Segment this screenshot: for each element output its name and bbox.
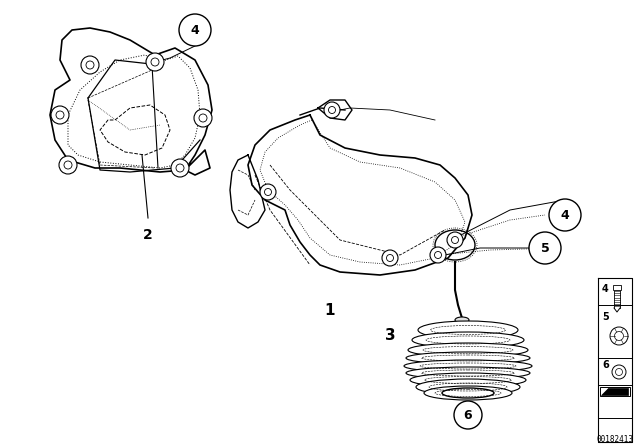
Circle shape <box>51 106 69 124</box>
Text: 6: 6 <box>602 360 609 370</box>
Circle shape <box>194 109 212 127</box>
Circle shape <box>81 56 99 74</box>
Circle shape <box>179 14 211 46</box>
Text: 3: 3 <box>385 327 396 343</box>
Circle shape <box>59 156 77 174</box>
Text: 4: 4 <box>602 284 609 294</box>
Text: 4: 4 <box>191 23 200 36</box>
Text: 6: 6 <box>464 409 472 422</box>
Ellipse shape <box>408 343 528 357</box>
Circle shape <box>454 401 482 429</box>
Circle shape <box>549 199 581 231</box>
Circle shape <box>146 53 164 71</box>
Text: 1: 1 <box>324 302 335 318</box>
Ellipse shape <box>455 317 469 323</box>
Ellipse shape <box>406 367 530 379</box>
Text: 2: 2 <box>143 228 153 242</box>
Ellipse shape <box>424 386 512 400</box>
Text: 4: 4 <box>561 208 570 221</box>
Circle shape <box>382 250 398 266</box>
Text: 5: 5 <box>541 241 549 254</box>
Circle shape <box>610 327 628 345</box>
Circle shape <box>612 365 626 379</box>
Circle shape <box>447 232 463 248</box>
Ellipse shape <box>442 388 494 398</box>
Ellipse shape <box>404 360 532 372</box>
Circle shape <box>171 159 189 177</box>
Ellipse shape <box>418 321 518 339</box>
Text: 00182413: 00182413 <box>596 435 634 444</box>
FancyBboxPatch shape <box>613 285 621 290</box>
Circle shape <box>529 232 561 264</box>
Circle shape <box>260 184 276 200</box>
Polygon shape <box>601 388 628 395</box>
Circle shape <box>430 247 446 263</box>
Ellipse shape <box>412 332 524 348</box>
Circle shape <box>324 102 340 118</box>
Ellipse shape <box>416 379 520 395</box>
Ellipse shape <box>410 373 526 387</box>
Ellipse shape <box>406 352 530 364</box>
Text: 5: 5 <box>602 312 609 322</box>
